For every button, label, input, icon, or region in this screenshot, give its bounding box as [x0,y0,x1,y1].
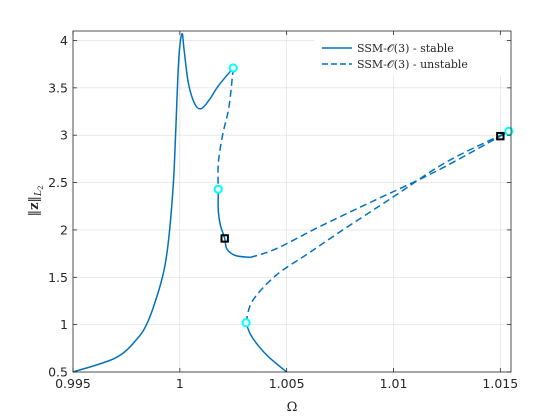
y-tick-label: 3.5 [48,80,68,95]
plot-frame [72,30,512,373]
x-tick-label: 0.995 [55,376,91,391]
black-square-marker [496,131,505,141]
axis-ticks [72,31,511,373]
y-axis-label: ‖z‖L2 [27,186,45,217]
cyan-circle-marker [213,184,223,194]
series-layer [72,32,510,373]
y-tick-label: 4 [60,33,68,48]
stable-branch-0 [72,32,234,373]
unstable-branch-0 [217,67,234,190]
cyan-circle-marker [241,318,251,328]
legend-box [314,38,504,76]
y-tick-label: 3 [60,128,68,143]
black-square-marker [220,234,229,243]
x-tick-label: 1 [176,376,184,391]
x-tick-label: 1.015 [482,376,518,391]
cyan-circle-marker [228,63,238,73]
legend: SSM-𝒪(3) - stable SSM-𝒪(3) - unstable [314,38,504,76]
x-tick-label: 1.01 [380,376,408,391]
tick-labels: 0.995 1 1.005 1.01 1.015 0.5 1 1.5 2 2.5 3 3.5 4 [48,33,518,391]
unstable-branch-2 [245,130,510,323]
x-axis-label: Ω [287,400,298,415]
stable-branch-1 [217,189,251,259]
y-tick-label: 2.5 [48,175,68,190]
plot-background [73,31,511,372]
legend-label-unstable: SSM-𝒪(3) - unstable [357,58,468,71]
y-tick-label: 0.5 [48,365,68,380]
unstable-branch-1 [250,135,501,259]
y-tick-label: 1.5 [48,270,68,285]
y-axis-label-text: ‖z‖L2 [27,186,45,217]
marker-layer [213,63,514,328]
legend-label-stable: SSM-𝒪(3) - stable [357,42,454,55]
stable-branch-2 [245,322,288,373]
y-tick-label: 1 [60,317,68,332]
x-tick-label: 1.005 [269,376,305,391]
y-tick-label: 2 [60,222,68,237]
